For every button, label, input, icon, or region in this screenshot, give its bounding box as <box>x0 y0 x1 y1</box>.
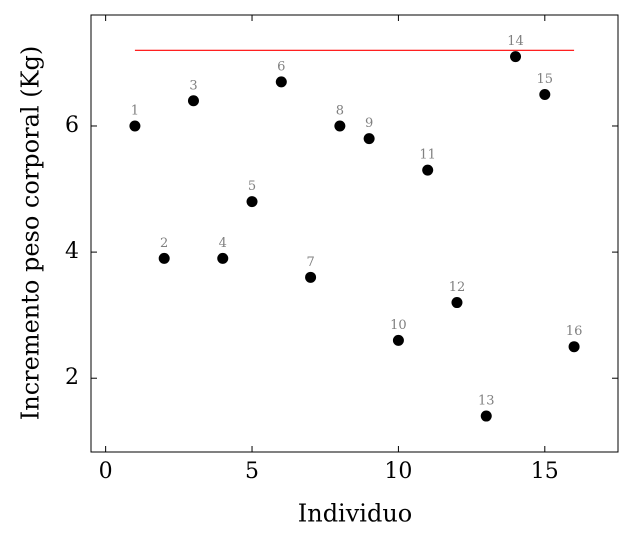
point <box>305 271 317 283</box>
point-label: 1 <box>131 103 139 118</box>
point-label: 2 <box>160 236 168 251</box>
point-label: 12 <box>449 280 466 295</box>
point-label: 7 <box>306 255 314 270</box>
plot-frame <box>90 14 619 453</box>
point-label: 5 <box>248 179 256 194</box>
point <box>568 341 580 353</box>
point <box>422 164 434 176</box>
x-tick-label: 15 <box>531 459 559 484</box>
point-label: 9 <box>365 116 373 131</box>
x-axis-title: Individuo <box>298 500 412 528</box>
y-tick-label: 4 <box>65 239 79 264</box>
point-label: 3 <box>189 78 197 93</box>
x-tick-label: 0 <box>99 459 113 484</box>
point-label: 13 <box>478 394 495 409</box>
point <box>275 76 287 88</box>
point <box>363 133 375 145</box>
y-tick-label: 6 <box>65 113 79 138</box>
point-label: 4 <box>219 236 227 251</box>
point <box>158 252 170 264</box>
point <box>334 120 346 132</box>
point-label: 10 <box>390 318 407 333</box>
point <box>539 88 551 100</box>
point <box>187 95 199 107</box>
point <box>217 252 229 264</box>
point-label: 15 <box>537 72 554 87</box>
point-label: 16 <box>566 324 583 339</box>
point <box>392 334 404 346</box>
point-label: 14 <box>507 34 524 49</box>
x-tick-label: 10 <box>384 459 412 484</box>
y-axis-title: Incremento peso corporal (Kg) <box>17 46 45 420</box>
point <box>480 410 492 422</box>
y-tick-label: 2 <box>65 365 79 390</box>
point <box>129 120 141 132</box>
point <box>451 297 463 309</box>
point-label: 6 <box>277 59 285 74</box>
point <box>246 196 258 208</box>
point-label: 11 <box>419 148 436 163</box>
x-tick-label: 5 <box>245 459 259 484</box>
point <box>510 51 522 63</box>
point-label: 8 <box>336 103 344 118</box>
